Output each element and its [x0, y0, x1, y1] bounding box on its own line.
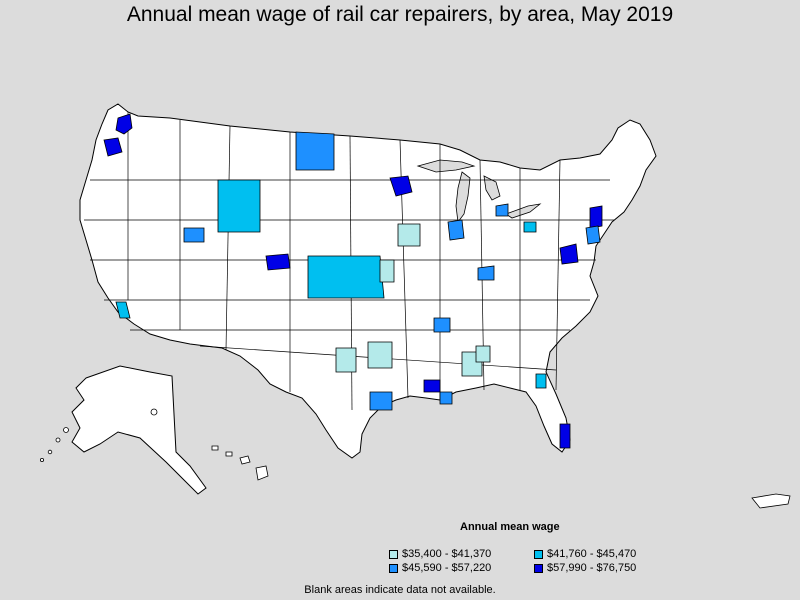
legend-title: Annual mean wage	[460, 521, 560, 533]
area-new-york	[589, 205, 603, 229]
area-louisville	[477, 265, 495, 281]
area-montana-east	[295, 131, 335, 171]
hawaii	[211, 445, 269, 481]
area-denver	[265, 253, 291, 271]
area-nebraska-west	[183, 227, 205, 243]
area-detroit	[495, 203, 509, 217]
puerto-rico	[751, 493, 791, 509]
area-texas-east	[367, 341, 393, 369]
area-kansas	[307, 255, 385, 299]
legend-label: $41,760 - $45,470	[547, 548, 637, 560]
legend-item-3: $45,590 - $57,220	[389, 562, 491, 575]
lake-michigan	[455, 171, 471, 224]
legend-item-2: $41,760 - $45,470	[534, 548, 636, 561]
legend-swatch	[534, 564, 543, 573]
area-houston	[369, 391, 393, 411]
area-jacksonville	[535, 373, 547, 389]
area-minneapolis	[389, 175, 413, 197]
alaska	[71, 365, 207, 495]
area-georgia	[475, 345, 491, 363]
area-chicago	[447, 219, 465, 241]
area-portland	[103, 137, 123, 157]
map-title: Annual mean wage of rail car repairers, …	[126, 3, 674, 26]
area-wyoming	[217, 179, 261, 233]
area-baltimore-dc	[559, 243, 579, 265]
wage-areas	[103, 113, 603, 449]
area-memphis	[433, 317, 451, 333]
area-iowa	[397, 223, 421, 247]
legend-item-1: $35,400 - $41,370	[389, 548, 491, 561]
area-seattle	[115, 113, 133, 135]
legend-swatch	[534, 550, 543, 559]
area-philadelphia	[585, 225, 601, 245]
legend-swatch	[389, 564, 398, 573]
legend-label: $57,990 - $76,750	[547, 562, 637, 574]
area-texas-north	[335, 347, 357, 373]
area-missouri-west	[379, 259, 395, 283]
area-riverside	[115, 301, 131, 319]
footnote: Blank areas indicate data not available.	[304, 584, 496, 596]
aleutian-islands	[40, 408, 158, 462]
area-mississippi	[439, 391, 453, 405]
area-new-orleans	[423, 379, 441, 393]
area-pennsylvania	[523, 221, 537, 233]
legend-label: $35,400 - $41,370	[402, 548, 492, 560]
lake-huron	[483, 175, 501, 201]
legend-swatch	[389, 550, 398, 559]
legend-label: $45,590 - $57,220	[402, 562, 492, 574]
area-miami	[559, 423, 571, 449]
legend-item-4: $57,990 - $76,750	[534, 562, 636, 575]
lake-erie	[505, 203, 542, 219]
